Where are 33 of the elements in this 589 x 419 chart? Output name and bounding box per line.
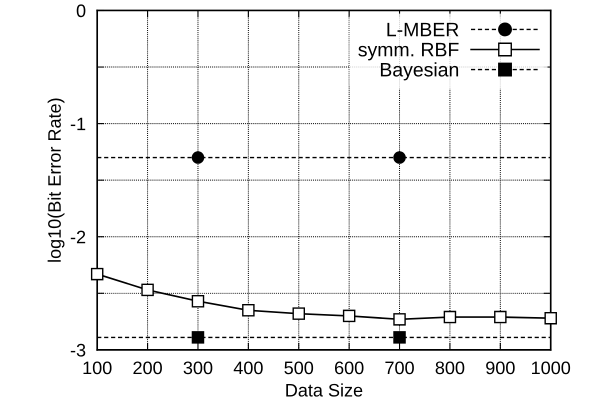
x-tick-label: 800 [436, 361, 464, 374]
legend-label: symm. RBF [358, 42, 459, 60]
point [192, 294, 204, 308]
point [393, 313, 406, 326]
point [292, 307, 306, 320]
x-tick-label: 1000 [532, 361, 570, 374]
x-tick-label: 400 [234, 361, 263, 374]
point [444, 310, 456, 324]
x-axis-title: Data Size [286, 383, 362, 397]
y-axis-title: log10(Bit Error Rate) [48, 98, 64, 262]
y-tick-label: -2 [70, 230, 86, 244]
x-tick-label: 100 [84, 361, 112, 374]
point [342, 310, 356, 322]
point [544, 312, 557, 324]
point [242, 304, 255, 317]
x-tick-label: 300 [184, 361, 212, 374]
y-tick-label: -3 [70, 344, 86, 357]
point [90, 268, 104, 280]
point [494, 310, 507, 324]
point [393, 331, 406, 344]
x-tick-label: 700 [385, 361, 414, 374]
legend-label: Bayesian [380, 62, 458, 80]
x-tick-label: 600 [335, 361, 364, 374]
x-tick-label: 900 [486, 361, 515, 374]
y-tick-label: 0 [76, 4, 86, 18]
point [141, 284, 154, 296]
point [192, 151, 204, 164]
x-tick-label: 500 [284, 361, 314, 374]
point [192, 331, 204, 344]
y-tick-label: -1 [70, 118, 86, 130]
x-tick-label: 200 [133, 361, 162, 374]
legend-label: L-MBER [387, 22, 458, 36]
point [393, 151, 406, 164]
